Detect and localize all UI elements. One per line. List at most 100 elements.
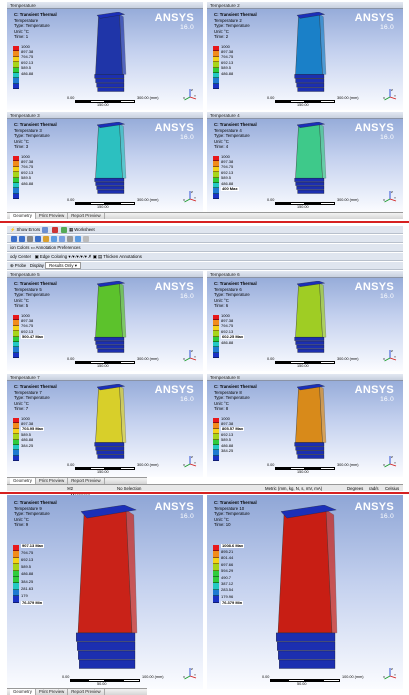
viewport-temperature-10[interactable]: C: Transient Thermal Temperature 10 Type: … xyxy=(207,495,403,689)
svg-text:Y: Y xyxy=(194,355,196,359)
turbine-blade-model[interactable] xyxy=(94,384,144,469)
legend-label: 794.75 xyxy=(21,164,34,170)
turbine-blade-model[interactable] xyxy=(294,122,344,204)
viewport-temperature-3[interactable]: Temperature 3 C: Transient Thermal Tempera… xyxy=(7,112,203,212)
tab-geometry[interactable]: Geometry xyxy=(10,689,36,695)
scale-mid: 150.00 xyxy=(97,205,109,209)
tab-print-preview[interactable]: Print Preview xyxy=(36,478,69,484)
turbine-blade-model[interactable] xyxy=(294,384,344,469)
turbine-blade-model[interactable] xyxy=(94,12,144,102)
turbine-blade-model[interactable] xyxy=(94,122,144,204)
viewport-temperature-4[interactable]: Temperature 4 C: Transient Thermal Tempera… xyxy=(207,112,403,212)
colors-button[interactable]: ion Colors xyxy=(10,245,30,250)
annotation-preferences-button[interactable]: ▭ Annotation Preferences xyxy=(30,245,81,250)
scale-mid: 150.00 xyxy=(297,470,309,474)
tab-print-preview[interactable]: Print Preview xyxy=(36,689,69,695)
result-detail: Temperature 2 xyxy=(214,17,242,23)
turbine-blade-model[interactable] xyxy=(294,281,344,363)
messages-status[interactable]: ✉ 2 Messages xyxy=(67,486,90,498)
show-errors-button[interactable]: ⚡ Show Errors xyxy=(10,227,41,232)
axis-triad-icon[interactable]: ZY X xyxy=(183,455,197,469)
legend-label: 179.96 xyxy=(221,593,234,599)
legend-label: 283.54 xyxy=(221,587,234,593)
select-icon[interactable] xyxy=(43,235,49,242)
tool-icon[interactable] xyxy=(42,226,49,233)
result-detail: Temperature 3 xyxy=(14,127,42,133)
result-info: C: Transient Thermal Temperature 2 Type: T… xyxy=(214,12,257,40)
tool-icon[interactable] xyxy=(60,226,67,233)
axis-triad-icon[interactable]: ZY X xyxy=(383,455,397,469)
axis-triad-icon[interactable]: ZY X xyxy=(383,349,397,363)
celsius-status[interactable]: Celsius xyxy=(385,486,400,491)
legend-extreme-label: 907.13 Max xyxy=(21,542,45,548)
turbine-blade-model[interactable] xyxy=(75,505,155,679)
turbine-blade-model[interactable] xyxy=(275,505,355,679)
legend-label: 794.75 xyxy=(221,164,234,170)
scale-end: 300.00 (mm) xyxy=(137,96,159,100)
turbine-blade-model[interactable] xyxy=(94,281,144,363)
viewport-temperature-8[interactable]: Temperature 8 C: Transient Thermal Tempera… xyxy=(207,374,403,477)
tab-report-preview[interactable]: Report Preview xyxy=(68,213,105,219)
probe-button[interactable]: ⊕ Probe xyxy=(10,263,27,268)
worksheet-button[interactable]: ▦ Worksheet xyxy=(69,227,95,232)
turbine-blade-model[interactable] xyxy=(294,12,344,102)
zoom-box-icon[interactable] xyxy=(19,235,25,242)
scale-start: 0.00 xyxy=(267,357,275,361)
units-status[interactable]: Metric (mm, kg, N, s, mV, mA) xyxy=(265,486,323,491)
axis-triad-icon[interactable]: ZY X xyxy=(383,667,397,681)
pan-icon[interactable] xyxy=(27,235,33,242)
tool-icon[interactable] xyxy=(51,226,58,233)
ansys-version: 16.0 xyxy=(380,396,394,403)
ansys-logo: ANSYS 16.0 xyxy=(155,282,194,301)
viewport-temperature-7[interactable]: Temperature 7 C: Transient Thermal Tempera… xyxy=(7,374,203,477)
view-icon[interactable] xyxy=(59,235,65,242)
axis-triad-icon[interactable]: ZY X xyxy=(383,88,397,102)
svg-text:X: X xyxy=(383,463,385,467)
edge-coloring-button[interactable]: ▣ Edge Coloring ▾ xyxy=(34,254,71,259)
viewport-temperature-6[interactable]: Temperature 6 C: Transient Thermal Tempera… xyxy=(207,271,403,371)
rad-status[interactable]: rad/s xyxy=(369,486,379,491)
edge-tools[interactable]: ⁄▾ ⁄▾ ⁄▾ ⁄▾ ✗ ▣ xyxy=(71,254,97,259)
viewport-temperature-1[interactable]: Temperature C: Transient Thermal Temperatu… xyxy=(7,2,203,110)
body-center-button[interactable]: ody Center xyxy=(10,254,32,259)
tab-report-preview[interactable]: Report Preview xyxy=(68,478,105,484)
ansys-logo: ANSYS 16.0 xyxy=(155,502,194,521)
svg-text:Z: Z xyxy=(191,190,193,194)
result-grid-top: Temperature C: Transient Thermal Temperatu… xyxy=(7,2,403,220)
ansys-brand: ANSYS xyxy=(354,122,394,134)
viewport-temperature-9[interactable]: C: Transient Thermal Temperature 9 Type: T… xyxy=(7,495,203,689)
view-icon[interactable] xyxy=(67,235,73,242)
view-icon[interactable] xyxy=(75,235,81,242)
axis-triad-icon[interactable]: ZY X xyxy=(183,190,197,204)
axis-triad-icon[interactable]: ZY X xyxy=(183,88,197,102)
legend-label: 697.66 xyxy=(221,561,234,567)
analysis-name: C: Transient Thermal xyxy=(214,12,257,17)
zoom-icon[interactable] xyxy=(11,235,17,242)
ansys-logo: ANSYS 16.0 xyxy=(355,13,394,32)
axis-triad-icon[interactable]: ZY X xyxy=(383,190,397,204)
display-select[interactable]: Results Only ▾ xyxy=(45,262,81,269)
axis-triad-icon[interactable]: ZY X xyxy=(183,667,197,681)
svg-text:Z: Z xyxy=(391,88,393,92)
scale-bar: 0.00 300.00 (mm) 150.00 xyxy=(267,463,367,475)
fit-icon[interactable] xyxy=(35,235,41,242)
viewport-temperature-5[interactable]: Temperature 5 C: Transient Thermal Tempera… xyxy=(7,271,203,371)
degrees-status[interactable]: Degrees xyxy=(347,486,364,491)
analysis-name: C: Transient Thermal xyxy=(214,384,257,389)
legend-label: 589.5 xyxy=(221,437,232,443)
tab-geometry[interactable]: Geometry xyxy=(10,213,36,219)
result-detail: Time: 5 xyxy=(14,303,29,308)
tab-print-preview[interactable]: Print Preview xyxy=(36,213,69,219)
tab-geometry[interactable]: Geometry xyxy=(10,478,36,484)
view-icon[interactable] xyxy=(83,235,89,242)
viewport-temperature-2[interactable]: Temperature 2 C: Transient Thermal Tempera… xyxy=(207,2,403,110)
axis-triad-icon[interactable]: ZY X xyxy=(183,349,197,363)
legend-label: 594.29 xyxy=(221,568,234,574)
result-detail: Unit: °C xyxy=(214,28,229,34)
scale-start: 0.00 xyxy=(62,675,70,679)
view-icon[interactable] xyxy=(51,235,57,242)
tab-report-preview[interactable]: Report Preview xyxy=(68,689,105,695)
ansys-brand: ANSYS xyxy=(354,12,394,24)
result-detail: Unit: °C xyxy=(214,516,229,522)
thicken-annotations-button[interactable]: ▤ Thicken Annotations xyxy=(98,254,142,259)
